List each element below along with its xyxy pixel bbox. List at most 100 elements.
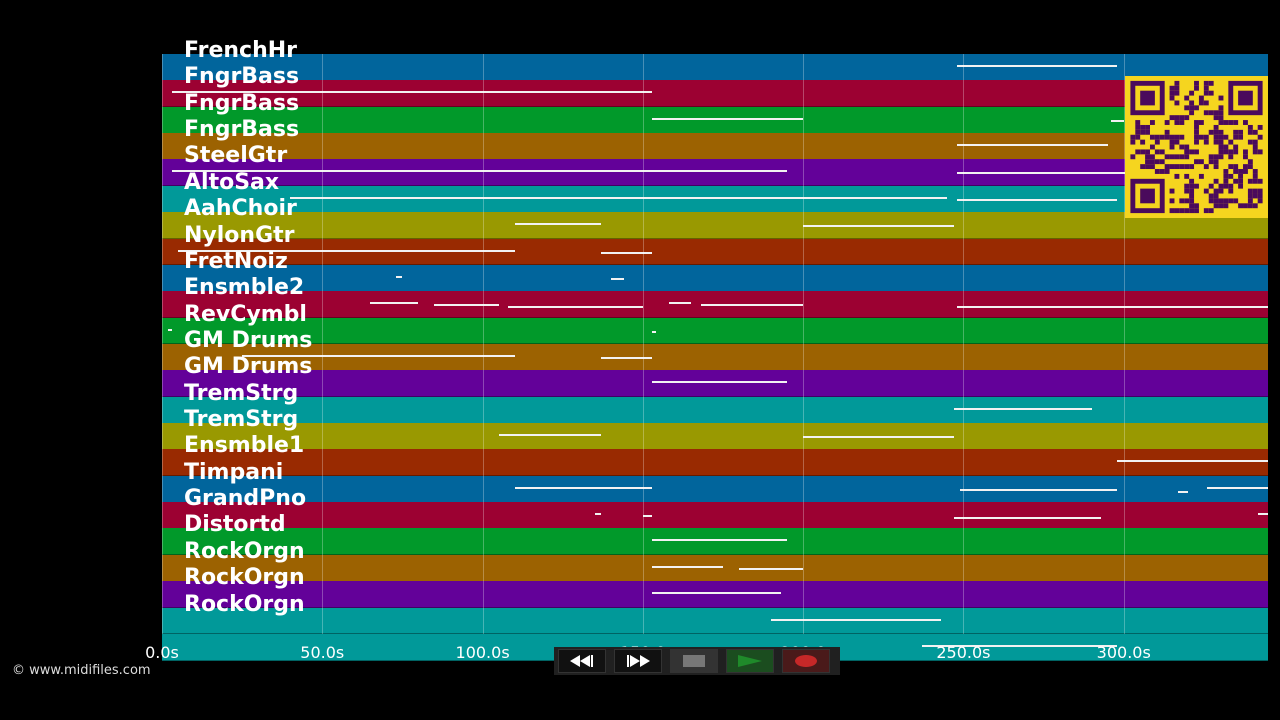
track-lane	[162, 133, 1268, 160]
track-lane	[162, 528, 1268, 556]
time-tick-label: 100.0s	[455, 643, 510, 662]
time-gridline	[803, 54, 805, 634]
rewind-icon	[570, 655, 593, 667]
note-bar	[953, 407, 1092, 410]
note-bar	[771, 618, 941, 621]
track-label: GrandPno	[184, 486, 307, 512]
note-bar	[498, 434, 602, 437]
note-bar	[652, 117, 804, 120]
track-label: Distortd	[184, 512, 286, 538]
fast-forward-button[interactable]	[614, 649, 662, 673]
track-lane	[162, 212, 1268, 240]
note-bar	[434, 304, 499, 307]
qr-code-image	[1125, 76, 1268, 218]
note-bar	[700, 304, 804, 307]
stop-button[interactable]	[670, 649, 718, 673]
piano-roll	[162, 54, 1268, 661]
qr-code	[1125, 76, 1268, 218]
track-lane	[162, 238, 1268, 266]
track-label: SteelGtr	[184, 143, 288, 169]
note-bar	[396, 275, 403, 278]
note-bar	[178, 249, 515, 252]
track-lane	[162, 80, 1268, 108]
track-label: GM Drums	[184, 327, 313, 353]
track-lane	[162, 317, 1268, 345]
note-bar	[514, 486, 653, 489]
track-label: RevCymbl	[184, 301, 307, 327]
note-bar	[1117, 460, 1268, 463]
time-gridline	[1123, 54, 1125, 634]
note-bar	[957, 65, 1118, 67]
track-label: AltoSax	[184, 169, 280, 195]
track-label: FrenchHr	[184, 38, 298, 63]
transport-controls	[554, 647, 840, 675]
time-gridline	[642, 54, 644, 634]
track-label: AahChoir	[184, 196, 297, 222]
track-label: FngrBass	[184, 117, 300, 143]
time-tick-label: 300.0s	[1096, 643, 1151, 662]
note-bar	[290, 196, 948, 199]
track-label: FngrBass	[184, 90, 300, 116]
time-gridline	[162, 54, 163, 634]
track-lane	[162, 264, 1268, 292]
track-lane	[162, 423, 1268, 450]
track-lane	[162, 502, 1268, 529]
fast-forward-icon	[627, 655, 650, 667]
track-lane	[162, 607, 1268, 635]
track-label: RockOrgn	[184, 538, 305, 564]
time-gridline	[963, 54, 965, 634]
note-bar	[601, 251, 653, 254]
time-gridline	[482, 54, 484, 634]
note-bar	[960, 488, 1118, 491]
note-bar	[242, 354, 515, 357]
note-bar	[1110, 119, 1124, 122]
track-lane	[162, 449, 1268, 477]
track-lane	[162, 396, 1268, 424]
note-bar	[601, 356, 653, 359]
note-bar	[957, 306, 1268, 309]
record-icon	[795, 655, 817, 667]
note-bar	[803, 225, 954, 228]
note-bar	[652, 592, 781, 595]
note-bar	[642, 515, 653, 518]
note-bar	[171, 91, 653, 94]
note-bar	[514, 223, 602, 226]
track-label: TremStrg	[184, 407, 299, 433]
note-bar	[610, 277, 624, 280]
note-bar	[370, 302, 419, 305]
note-bar	[957, 144, 1108, 147]
note-bar	[957, 172, 1268, 175]
track-lane	[162, 370, 1268, 398]
note-bar	[652, 565, 723, 568]
note-bar	[803, 436, 954, 439]
time-gridline	[322, 54, 324, 634]
track-label: Timpani	[184, 459, 284, 485]
track-label: FretNoiz	[184, 248, 288, 274]
track-lane	[162, 54, 1268, 81]
note-bar	[508, 306, 643, 309]
play-button[interactable]	[726, 649, 774, 673]
time-tick-label: 250.0s	[936, 643, 991, 662]
note-bar	[921, 644, 1118, 647]
rewind-button[interactable]	[558, 649, 606, 673]
note-bar	[652, 539, 788, 542]
note-bar	[171, 170, 788, 173]
note-bar	[168, 328, 172, 331]
track-label: TremStrg	[184, 380, 299, 406]
stop-icon	[683, 655, 705, 667]
note-bar	[1178, 490, 1188, 493]
note-bar	[652, 381, 788, 384]
copyright-text: © www.midifiles.com	[12, 663, 151, 678]
track-label: Ensmble2	[184, 275, 305, 301]
note-bar	[739, 567, 804, 570]
track-lane	[162, 554, 1268, 582]
track-lane	[162, 106, 1268, 134]
record-button[interactable]	[782, 649, 830, 673]
note-bar	[652, 330, 656, 333]
track-label: RockOrgn	[184, 565, 305, 591]
track-label: GM Drums	[184, 354, 313, 380]
note-bar	[1207, 486, 1268, 489]
time-tick-label: 0.0s	[145, 643, 179, 662]
note-bar	[594, 513, 602, 516]
track-label: RockOrgn	[184, 591, 305, 617]
